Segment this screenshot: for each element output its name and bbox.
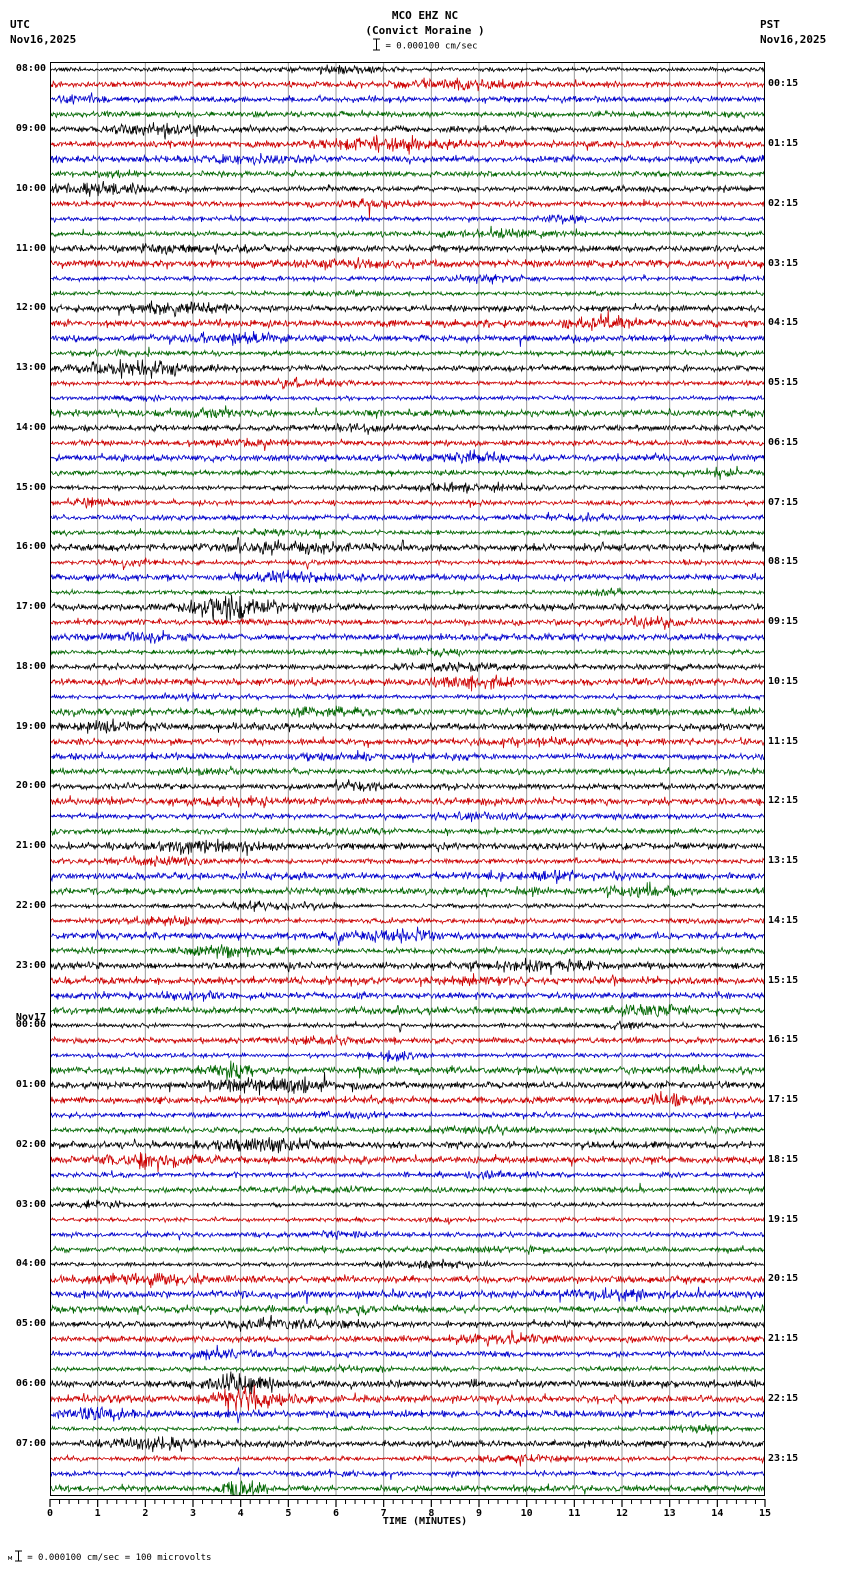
left-time-label: 03:00 — [15, 1198, 46, 1210]
left-time-label: 12:00 — [15, 302, 46, 314]
x-axis-tick-label: 8 — [428, 1508, 435, 1519]
right-time-label: 19:15 — [768, 1213, 799, 1225]
x-axis-tick-label: 15 — [758, 1508, 772, 1519]
header-left-tz-label: UTC — [10, 18, 30, 31]
left-time-label: 10:00 — [15, 182, 46, 194]
site-name: (Convict Moraine ) — [365, 24, 485, 37]
header-right-tz-label: PST — [760, 18, 780, 31]
left-time-label: 20:00 — [15, 780, 46, 792]
footer-scale-note: м = 0.000100 cm/sec = 100 microvolts — [8, 1550, 211, 1565]
right-time-label: 02:15 — [768, 197, 799, 209]
right-time-label: 20:15 — [768, 1273, 799, 1285]
right-time-label: 01:15 — [768, 138, 799, 150]
scale-bar-text: = 0.000100 cm/sec — [385, 41, 478, 52]
x-axis-tick-label: 3 — [189, 1508, 197, 1519]
right-time-label: 17:15 — [768, 1094, 799, 1106]
station-title: MCO EHZ NC — [391, 9, 459, 22]
right-time-label: 00:15 — [768, 78, 799, 90]
left-time-label: 22:00 — [15, 899, 46, 911]
left-time-label: 05:00 — [15, 1318, 46, 1330]
x-axis-title: TIME (MINUTES) — [382, 1516, 468, 1527]
left-time-label: 02:00 — [15, 1138, 46, 1150]
x-axis-tick-label: 11 — [568, 1508, 581, 1519]
left-time-label: 23:00 — [15, 959, 46, 971]
left-time-label: 18:00 — [15, 660, 46, 672]
x-axis-tick-label: 9 — [475, 1508, 483, 1519]
helicorder-plot — [50, 62, 765, 1496]
left-time-label: 17:00 — [15, 601, 46, 613]
right-time-label: 14:15 — [768, 914, 799, 926]
header-left-date: Nov16,2025 — [10, 33, 77, 46]
right-time-label: 21:15 — [768, 1333, 799, 1345]
right-time-label: 18:15 — [768, 1153, 799, 1165]
x-axis-tick-label: 14 — [711, 1508, 724, 1519]
x-axis-tick-label: 1 — [94, 1508, 101, 1519]
x-axis-tick-label: 12 — [615, 1508, 629, 1519]
right-time-label: 07:15 — [768, 496, 799, 508]
x-axis-tick-label: 6 — [332, 1508, 340, 1519]
left-time-label: 19:00 — [15, 720, 46, 732]
right-time-label: 05:15 — [768, 377, 799, 389]
header-right-timezone: PST Nov16,2025 — [760, 17, 826, 47]
footer-scale-bar-icon — [14, 1550, 23, 1565]
x-axis-tick-label: 5 — [285, 1508, 292, 1519]
x-axis-tick-label: 7 — [380, 1508, 387, 1519]
left-time-label: 07:00 — [15, 1437, 46, 1449]
left-time-label: 13:00 — [15, 362, 46, 374]
right-time-label: 15:15 — [768, 974, 799, 986]
left-time-label: 04:00 — [15, 1258, 46, 1270]
right-time-label: 13:15 — [768, 855, 799, 867]
right-time-label: 11:15 — [768, 735, 799, 747]
footer-micro-label: м — [8, 1554, 13, 1562]
x-axis-tick-label: 10 — [520, 1508, 533, 1519]
right-time-label: 12:15 — [768, 795, 799, 807]
left-time-label: 08:00 — [15, 63, 46, 75]
right-time-label: 10:15 — [768, 675, 799, 687]
right-time-label: 06:15 — [768, 436, 799, 448]
left-time-label: 16:00 — [15, 541, 46, 553]
x-axis-tick-label: 2 — [142, 1508, 149, 1519]
left-time-label: 01:00 — [15, 1079, 46, 1091]
x-axis: 0 1 2 3 4 5 6 7 8 9 10 11 12 13 14 15 — [0, 1496, 850, 1526]
left-time-label: 14:00 — [15, 421, 46, 433]
x-axis-tick-label: 13 — [663, 1508, 676, 1519]
left-time-label: 21:00 — [15, 840, 46, 852]
left-time-label: 06:00 — [15, 1377, 46, 1389]
right-time-label: 08:15 — [768, 556, 799, 568]
left-time-label: 15:00 — [15, 481, 46, 493]
left-time-label: 00:00 — [15, 1019, 46, 1031]
right-time-label: 03:15 — [768, 257, 799, 269]
right-time-label: 16:15 — [768, 1034, 799, 1046]
header-title-block: MCO EHZ NC (Convict Moraine ) — [0, 8, 850, 38]
left-time-label: 09:00 — [15, 123, 46, 135]
right-time-label: 22:15 — [768, 1392, 799, 1404]
scale-bar-icon — [372, 38, 381, 54]
header-right-date: Nov16,2025 — [760, 33, 827, 46]
header-left-timezone: UTC Nov16,2025 — [10, 17, 76, 47]
x-axis-tick-label: 4 — [237, 1508, 244, 1519]
left-time-label: 11:00 — [15, 242, 46, 254]
left-time-label-date: Nov17 — [15, 1012, 46, 1024]
footer-scale-text: = 0.000100 cm/sec = 100 microvolts — [27, 1553, 212, 1563]
right-time-label: 04:15 — [768, 317, 799, 329]
right-time-label: 09:15 — [768, 616, 799, 628]
right-time-label: 23:15 — [768, 1452, 799, 1464]
x-axis-tick-label: 0 — [46, 1508, 54, 1519]
scale-bar-legend: = 0.000100 cm/sec — [0, 38, 850, 54]
